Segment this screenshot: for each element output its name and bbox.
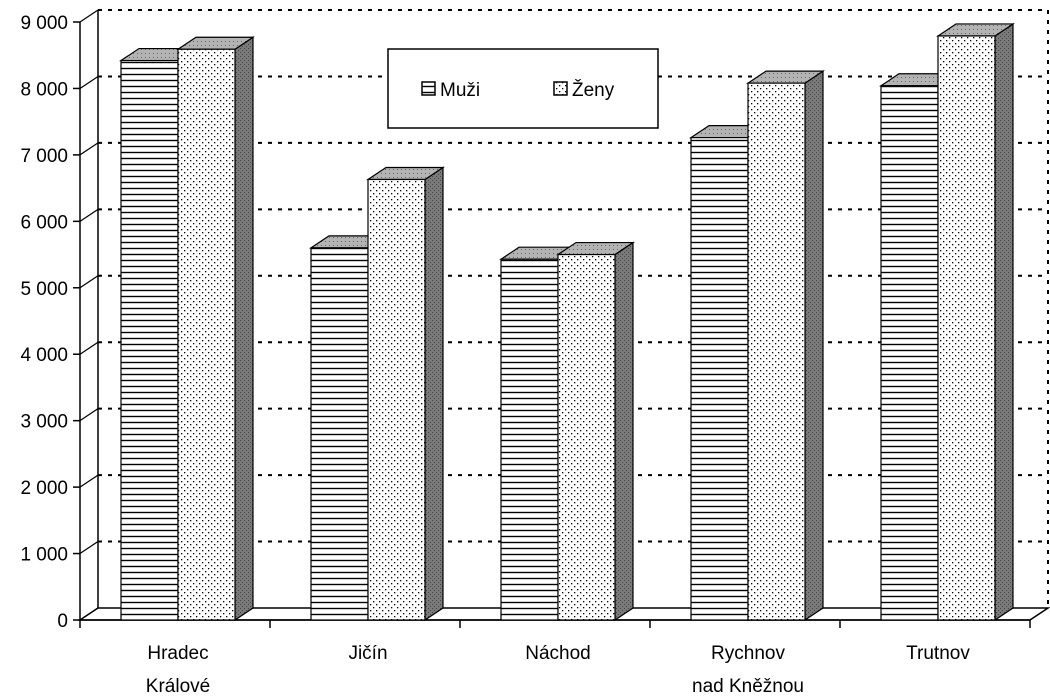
category-label: Trutnov [906,643,970,664]
bar-side [614,241,634,622]
category-label: Králové [146,676,210,696]
y-tick-label: 2 000 [20,478,68,499]
bar-front [880,85,939,621]
legend-label-muzi: Muži [440,80,480,101]
depth-tick [79,208,99,222]
bar [746,70,825,622]
y-tick-label: 7 000 [20,146,68,167]
y-tick-label: 8 000 [20,79,68,100]
category-label: Jičín [348,643,387,664]
bar-front [690,137,749,621]
depth-tick [79,541,99,555]
depth-tick [79,9,99,23]
depth-tick [79,474,99,488]
depth-tick [79,142,99,156]
category-label: Rychnov [711,643,785,664]
bar-side [804,70,824,622]
bar-front [747,82,806,621]
bar-front [367,178,426,621]
legend-swatch-muzi [421,81,436,96]
depth-tick [79,341,99,355]
y-tick-label: 4 000 [20,345,68,366]
bar-front [120,59,179,621]
depth-tick [79,75,99,89]
bar-front [500,258,559,621]
legend-swatch-zeny [553,81,568,96]
bar-front [937,35,996,621]
bar-front [557,253,616,621]
bar-side [994,22,1014,622]
depth-tick [79,275,99,289]
y-tick-label: 9 000 [20,13,68,34]
bars [119,22,1015,622]
x-category-labels: Hradec Králové Jičín Náchod Rychnov nad Kněžn… [146,643,971,696]
bar [176,36,255,622]
y-tick-label: 5 000 [20,279,68,300]
legend-label-zeny: Ženy [572,79,615,101]
category-label: nad Kněžnou [692,676,804,696]
legend: Muži Ženy [387,48,659,129]
y-tick-label: 0 [57,611,68,632]
bar [556,241,635,622]
y-tick-label: 6 000 [20,212,68,233]
category-label: Hradec [147,643,208,664]
bar-front [177,48,236,621]
bar [366,166,445,622]
bar [936,22,1015,622]
bar-front [310,247,369,621]
bar-side [234,36,254,622]
y-tick-label: 1 000 [20,545,68,566]
bar-side [424,166,444,622]
y-tick-label: 3 000 [20,412,68,433]
depth-tick [79,408,99,422]
y-tick-labels: 0 1 000 2 000 3 000 4 000 5 000 6 000 7 000 8 00… [20,13,68,632]
category-label: Náchod [525,643,591,664]
